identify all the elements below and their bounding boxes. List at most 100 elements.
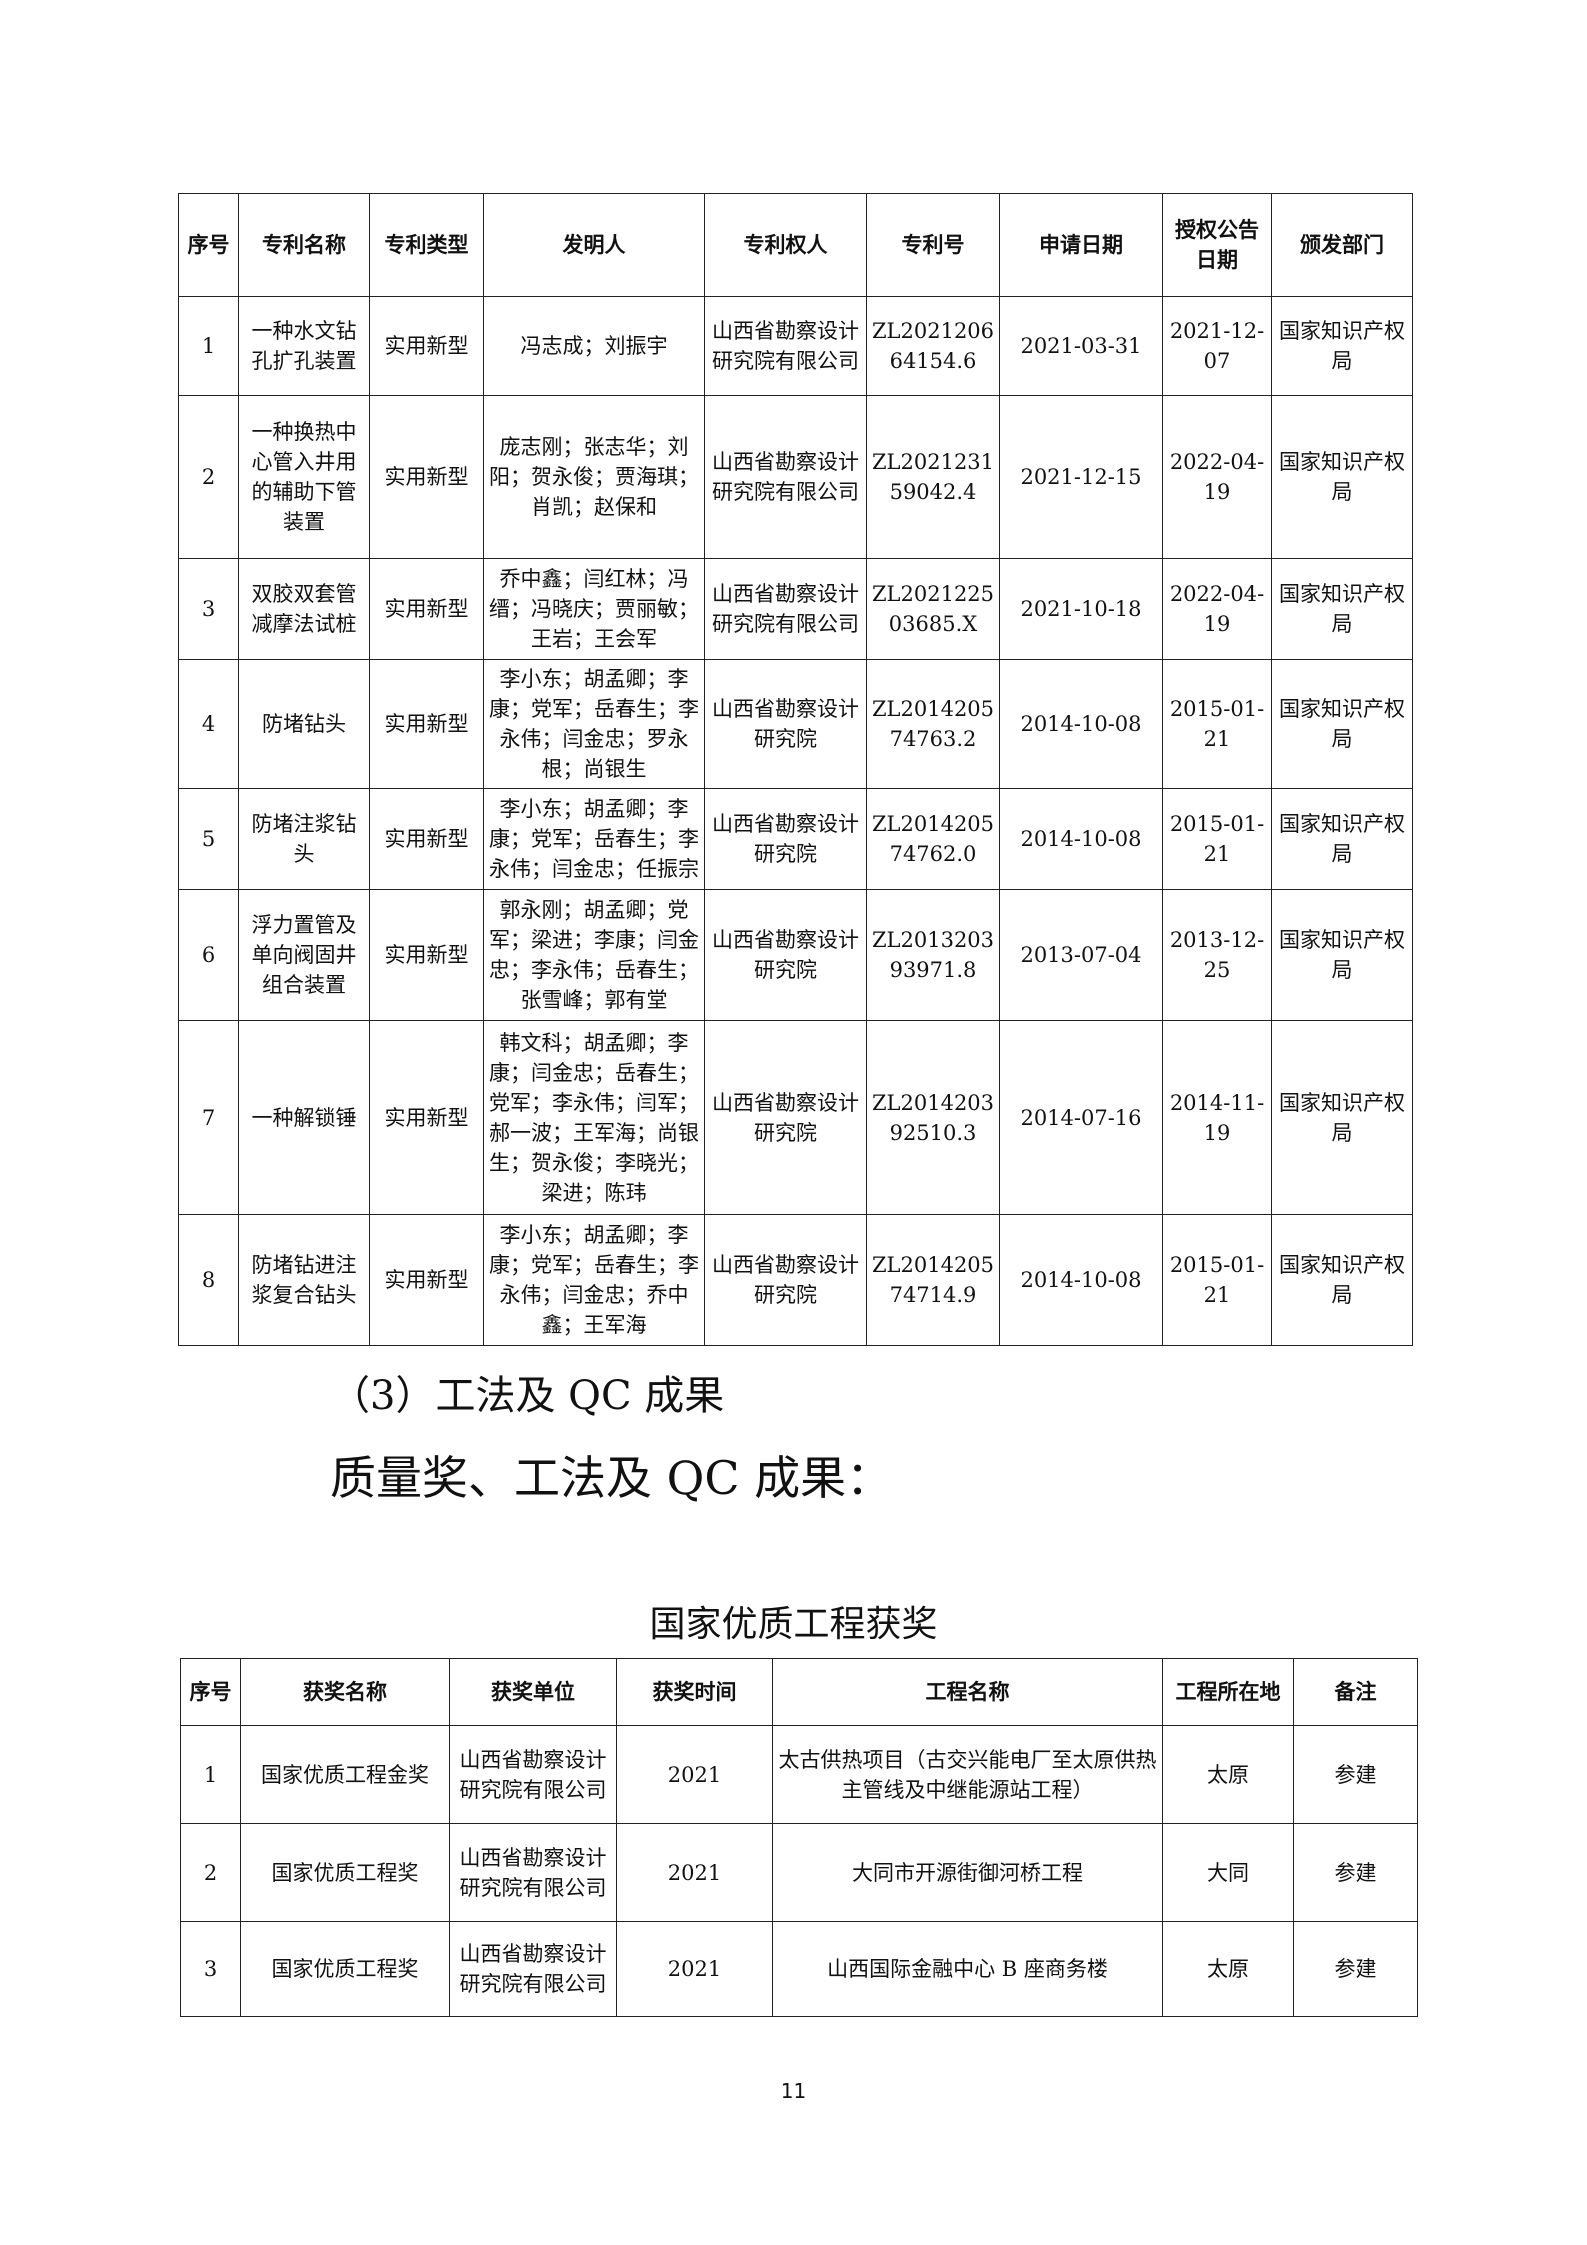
table-cell: 山西省勘察设计研究院 xyxy=(704,659,867,789)
table-cell: 3 xyxy=(178,558,239,660)
table-cell: 8 xyxy=(178,1214,239,1346)
table-cell: 国家知识产权局 xyxy=(1271,296,1413,396)
table-cell: 2021 xyxy=(616,1725,773,1824)
table-cell: 太原 xyxy=(1162,1921,1294,2017)
table-cell: ZL201420574714.9 xyxy=(866,1214,1000,1346)
page-number: 11 xyxy=(780,2079,807,2103)
table-cell: 参建 xyxy=(1293,1921,1418,2017)
table-cell: ZL201320393971.8 xyxy=(866,889,1000,1021)
table-cell: 李小东；胡孟卿；李康；党军；岳春生；李永伟；闫金忠；任振宗 xyxy=(483,788,705,890)
table-cell: 2 xyxy=(178,395,239,559)
table-cell: 2022-04-19 xyxy=(1162,395,1272,559)
column-header: 颁发部门 xyxy=(1271,193,1413,297)
table-cell: 6 xyxy=(178,889,239,1021)
table-cell: 山西省勘察设计研究院 xyxy=(704,1214,867,1346)
table-cell: 2021-12-15 xyxy=(999,395,1163,559)
table-cell: 太原 xyxy=(1162,1725,1294,1824)
table-cell: 2015-01-21 xyxy=(1162,1214,1272,1346)
table-cell: 参建 xyxy=(1293,1725,1418,1824)
subsection-heading: 质量奖、工法及 QC 成果： xyxy=(330,1451,893,1505)
table-cell: 国家知识产权局 xyxy=(1271,1214,1413,1346)
section-heading: （3）工法及 QC 成果 xyxy=(330,1373,725,1419)
column-header: 序号 xyxy=(178,193,239,297)
table-cell: ZL202123159042.4 xyxy=(866,395,1000,559)
column-header: 专利号 xyxy=(866,193,1000,297)
table-cell: 2013-12-25 xyxy=(1162,889,1272,1021)
table-row: 3 国家优质工程奖 山西省勘察设计研究院有限公司 2021 山西国际金融中心 B 座商务… xyxy=(180,1921,1418,2017)
table-cell: 1 xyxy=(178,296,239,396)
table-cell: 山西省勘察设计研究院 xyxy=(704,788,867,890)
table-row: 2 国家优质工程奖 山西省勘察设计研究院有限公司 2021 大同市开源街御河桥工程 大同参… xyxy=(180,1823,1418,1922)
table-cell: 国家优质工程奖 xyxy=(240,1921,450,2017)
column-header: 备注 xyxy=(1293,1658,1418,1726)
table-cell: ZL201420392510.3 xyxy=(866,1020,1000,1215)
column-header: 序号 xyxy=(180,1658,241,1726)
table-cell: 实用新型 xyxy=(369,788,484,890)
table-row: 2 一种换热中心管入井用的辅助下管装置 实用新型 庞志刚；张志华；刘阳；贺永俊；贾海琪… xyxy=(178,395,1413,559)
table-cell: ZL202120664154.6 xyxy=(866,296,1000,396)
column-header: 工程名称 xyxy=(772,1658,1163,1726)
table-cell: 2021 xyxy=(616,1921,773,2017)
table-cell: 3 xyxy=(180,1921,241,2017)
table-cell: 国家知识产权局 xyxy=(1271,558,1413,660)
table-cell: 2021-12-07 xyxy=(1162,296,1272,396)
table-cell: 防堵钻头 xyxy=(238,659,370,789)
table-cell: 山西省勘察设计研究院有限公司 xyxy=(449,1725,617,1824)
table-cell: 双胶双套管减摩法试桩 xyxy=(238,558,370,660)
table-cell: 山西省勘察设计研究院有限公司 xyxy=(704,296,867,396)
table-cell: 一种解锁锤 xyxy=(238,1020,370,1215)
table-cell: 4 xyxy=(178,659,239,789)
table-cell: 实用新型 xyxy=(369,659,484,789)
table-cell: 国家优质工程奖 xyxy=(240,1823,450,1922)
table-cell: ZL201420574762.0 xyxy=(866,788,1000,890)
table-cell: 1 xyxy=(180,1725,241,1824)
table-cell: 2021-10-18 xyxy=(999,558,1163,660)
table-cell: 国家优质工程金奖 xyxy=(240,1725,450,1824)
table-cell: 防堵注浆钻头 xyxy=(238,788,370,890)
table-cell: 实用新型 xyxy=(369,395,484,559)
table-cell: 太古供热项目（古交兴能电厂至太原供热主管线及中继能源站工程） xyxy=(772,1725,1163,1824)
table-caption: 国家优质工程获奖 xyxy=(649,1604,938,1645)
patent-table: 序号 专利名称 专利类型 发明人 专利权人 专利号 申请日期 授权公告日期 颁发部门 1 一种水文… xyxy=(178,193,1413,1346)
table-cell: 山西省勘察设计研究院有限公司 xyxy=(449,1823,617,1922)
table-cell: 实用新型 xyxy=(369,296,484,396)
table-cell: 李小东；胡孟卿；李康；党军；岳春生；李永伟；闫金忠；乔中鑫；王军海 xyxy=(483,1214,705,1346)
column-header: 申请日期 xyxy=(999,193,1163,297)
column-header: 获奖名称 xyxy=(240,1658,450,1726)
column-header: 专利类型 xyxy=(369,193,484,297)
table-row: 7 一种解锁锤 实用新型 韩文科；胡孟卿；李康；闫金忠；岳春生；党军；李永伟；闫军；郝… xyxy=(178,1020,1413,1215)
table-row: 1 一种水文钻孔扩孔装置 实用新型 冯志成；刘振宇 山西省勘察设计研究院有限公司 ZL20… xyxy=(178,296,1413,396)
table-cell: 韩文科；胡孟卿；李康；闫金忠；岳春生；党军；李永伟；闫军；郝一波；王军海；尚银生… xyxy=(483,1020,705,1215)
table-cell: 2014-10-08 xyxy=(999,659,1163,789)
table-cell: 冯志成；刘振宇 xyxy=(483,296,705,396)
column-header: 授权公告日期 xyxy=(1162,193,1272,297)
table-cell: 山西省勘察设计研究院有限公司 xyxy=(449,1921,617,2017)
table-cell: 一种换热中心管入井用的辅助下管装置 xyxy=(238,395,370,559)
table-cell: 2013-07-04 xyxy=(999,889,1163,1021)
table-cell: 2014-10-08 xyxy=(999,788,1163,890)
table-cell: 郭永刚；胡孟卿；党军；梁进；李康；闫金忠；李永伟；岳春生；张雪峰；郭有堂 xyxy=(483,889,705,1021)
table-cell: 大同 xyxy=(1162,1823,1294,1922)
table-cell: 实用新型 xyxy=(369,889,484,1021)
table-row: 8 防堵钻进注浆复合钻头 实用新型 李小东；胡孟卿；李康；党军；岳春生；李永伟；闫金忠… xyxy=(178,1214,1413,1346)
table-cell: 庞志刚；张志华；刘阳；贺永俊；贾海琪；肖凯；赵保和 xyxy=(483,395,705,559)
table-cell: 2021-03-31 xyxy=(999,296,1163,396)
table-cell: 2022-04-19 xyxy=(1162,558,1272,660)
table-row: 4 防堵钻头 实用新型 李小东；胡孟卿；李康；党军；岳春生；李永伟；闫金忠；罗永根；尚… xyxy=(178,659,1413,789)
column-header: 发明人 xyxy=(483,193,705,297)
header-row: 序号 专利名称 专利类型 发明人 专利权人 专利号 申请日期 授权公告日期 颁发部门 xyxy=(178,193,1413,297)
column-header: 获奖单位 xyxy=(449,1658,617,1726)
table-cell: 国家知识产权局 xyxy=(1271,659,1413,789)
table-cell: 国家知识产权局 xyxy=(1271,395,1413,559)
table-row: 5 防堵注浆钻头 实用新型 李小东；胡孟卿；李康；党军；岳春生；李永伟；闫金忠；任振宗… xyxy=(178,788,1413,890)
table-cell: 实用新型 xyxy=(369,558,484,660)
table-cell: 实用新型 xyxy=(369,1020,484,1215)
table-cell: 山西省勘察设计研究院有限公司 xyxy=(704,558,867,660)
table-cell: 2021 xyxy=(616,1823,773,1922)
table-cell: 一种水文钻孔扩孔装置 xyxy=(238,296,370,396)
column-header: 专利名称 xyxy=(238,193,370,297)
table-row: 1 国家优质工程金奖 山西省勘察设计研究院有限公司 2021 太古供热项目（古交兴能电厂… xyxy=(180,1725,1418,1824)
table-cell: 参建 xyxy=(1293,1823,1418,1922)
column-header: 专利权人 xyxy=(704,193,867,297)
